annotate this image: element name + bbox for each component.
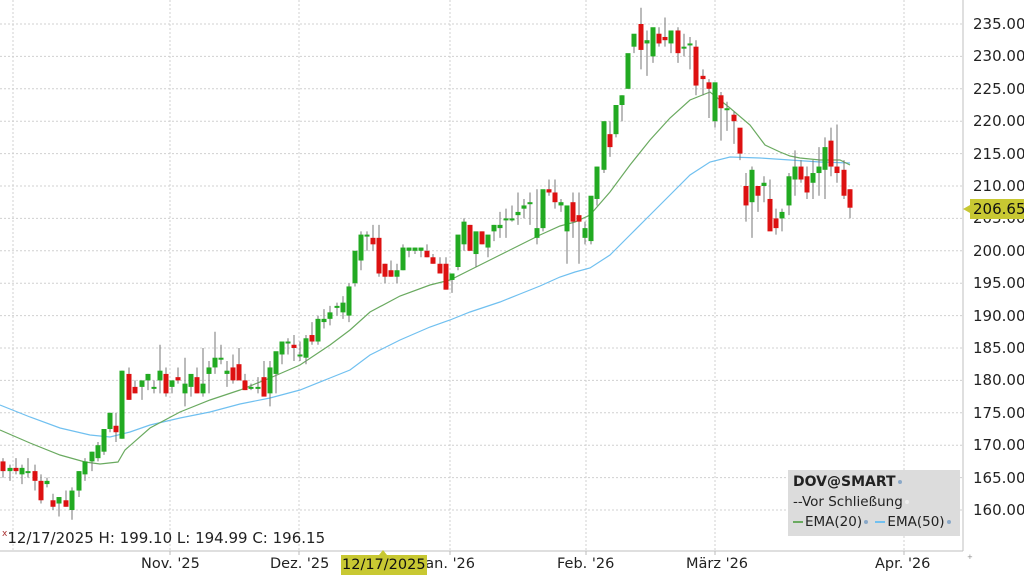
ema50-line [0,156,851,438]
ema20-line [0,91,851,465]
legend-close-label: --Vor Schließung [793,494,903,510]
settings-dot-icon[interactable] [904,500,909,504]
ema50-swatch-icon [875,521,886,523]
time-tick-label: Apr. '26 [875,556,931,572]
price-tick-label: 180.00 [973,371,1024,390]
last-price-tag: 206.65 [963,199,1024,219]
price-tick-label: 170.00 [973,436,1024,455]
settings-dot-icon[interactable] [897,480,902,484]
price-tick-label: 160.00 [973,501,1024,519]
legend-close-row[interactable]: --Vor Schließung [793,492,955,512]
legend-ema20-label[interactable]: EMA(20) [805,514,863,530]
ohlc-info-bar: x12/17/2025 H: 199.10 L: 194.99 C: 196.1… [2,529,325,547]
time-tick-label: Feb. '26 [557,556,615,572]
legend-symbol[interactable]: DOV@SMART [793,473,955,492]
price-tick-label: 215.00 [973,144,1024,163]
price-tick-label: 230.00 [973,47,1024,66]
time-tick-label: Nov. '25 [141,556,200,572]
grid-lines [0,0,963,555]
crosshair-date-label: 12/17/2025 [341,550,427,575]
info-marker-icon: x [2,529,8,539]
price-tick-label: 220.00 [973,112,1024,131]
legend-ema-row[interactable]: EMA(20) EMA(50) [793,512,955,532]
ema20-swatch-icon [793,521,803,523]
price-tick-label: 200.00 [973,241,1024,260]
price-tick-label: 235.00 [973,15,1024,33]
price-tick-label: 175.00 [973,403,1024,422]
price-tick-label: 185.00 [973,339,1024,357]
corner-plus-icon: + [967,553,973,561]
ohlc-info-text: 12/17/2025 H: 199.10 L: 194.99 C: 196.15 [7,529,326,547]
price-tick-label: 190.00 [973,306,1024,325]
time-tick-label: Dez. '25 [270,556,330,572]
settings-dot-icon[interactable] [864,520,869,524]
chart-legend[interactable]: DOV@SMART --Vor Schließung EMA(20) EMA(5… [788,470,960,536]
price-tick-label: 225.00 [973,79,1024,98]
settings-dot-icon[interactable] [946,520,951,524]
legend-ema50-label[interactable]: EMA(50) [887,514,945,530]
price-tick-label: 195.00 [973,274,1024,293]
price-tick-label: 210.00 [973,177,1024,195]
candlesticks [0,7,853,520]
time-tick-label: März '26 [686,556,749,572]
price-tick-label: 165.00 [973,468,1024,487]
time-tick-label: Jan. '26 [421,556,476,572]
legend-symbol-label: DOV@SMART [793,474,896,490]
